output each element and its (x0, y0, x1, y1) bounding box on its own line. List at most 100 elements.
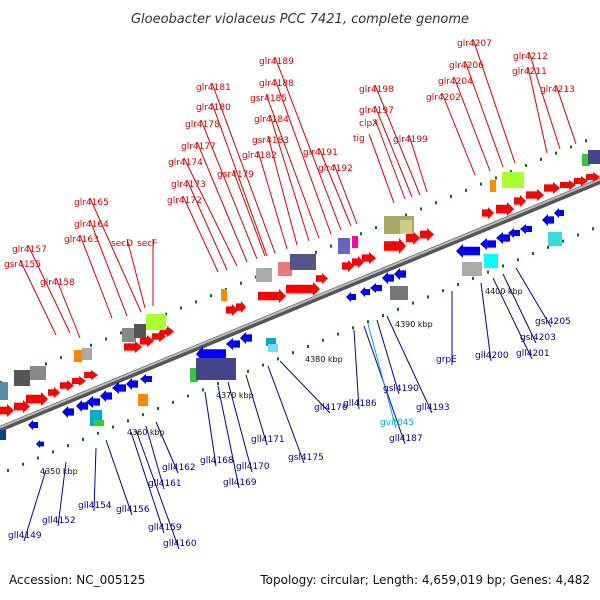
leader-glr4213 (555, 84, 577, 145)
feature-block-20 (190, 368, 198, 382)
tick-dot-lower (172, 400, 174, 404)
tick-dot-upper (555, 151, 557, 155)
gene-label-glr4198: glr4198 (359, 85, 394, 95)
leader-tig (368, 133, 395, 204)
forward-gene-3 (48, 387, 60, 398)
reverse-gene-12 (370, 283, 382, 293)
leader-gll4160 (135, 429, 180, 550)
tick-dot-upper (375, 226, 377, 230)
leader-gsl4205 (515, 267, 552, 328)
leader-glr4174 (183, 157, 238, 267)
reverse-gene-21 (554, 208, 564, 218)
tick-dot-lower (427, 295, 429, 299)
leader-gll4156 (105, 439, 133, 516)
leader-glr4207 (472, 38, 516, 164)
tick-dot-lower (112, 425, 114, 429)
reverse-gene-9 (240, 332, 252, 344)
tick-dot-lower (37, 456, 39, 460)
leader-gll4176 (279, 360, 331, 414)
feature-block-16 (490, 180, 496, 192)
feature-block-21 (196, 358, 236, 380)
feature-block-8 (221, 289, 227, 301)
scale-label-4400: 4400 kbp (485, 287, 523, 296)
tick-dot-upper (210, 294, 212, 298)
gene-label-glr4163: glr4163 (64, 235, 99, 245)
tick-dot-lower (52, 450, 54, 454)
forward-gene-7 (124, 341, 142, 353)
reverse-gene-10 (346, 292, 356, 302)
forward-gene-5 (72, 376, 86, 386)
feature-block-25 (462, 262, 482, 276)
gene-label-tig: tig (353, 134, 365, 144)
leader-gll4159 (130, 431, 165, 534)
feature-block-3 (74, 350, 82, 362)
forward-gene-20 (406, 231, 420, 245)
leader-glr4206 (464, 60, 504, 168)
leader-glr4172 (182, 195, 219, 273)
scale-labels: 4350 kbp 4360 kbp 4370 kbp 4380 kbp 4390… (40, 287, 523, 476)
leader-glr4197 (374, 105, 413, 198)
forward-gene-17 (352, 256, 364, 268)
tick-dot-lower (577, 233, 579, 237)
forward-gene-2 (26, 392, 48, 406)
feature-block-7 (146, 314, 166, 330)
forward-gene-6 (84, 370, 98, 380)
tick-dot-upper (180, 306, 182, 310)
tick-dot-upper (540, 157, 542, 161)
feature-block-1 (14, 370, 30, 386)
leader-glr4165 (89, 197, 142, 313)
gene-label-gll4176: gll4176 (314, 403, 348, 413)
gene-label-gll4200: gll4200 (475, 351, 509, 361)
gene-label-glr4189: glr4189 (259, 57, 294, 67)
gene-label-secF: secF (137, 239, 157, 249)
gene-label-glr4192: glr4192 (318, 164, 353, 174)
leader-gll4161 (145, 425, 165, 490)
tick-dot-upper (360, 232, 362, 236)
reverse-gene-16 (480, 238, 496, 250)
tick-dot-lower (337, 332, 339, 336)
gene-label-gsl4175: gsl4175 (288, 453, 324, 463)
forward-gene-1 (14, 400, 30, 413)
leader-glr4181 (211, 82, 276, 254)
tick-dot-lower (127, 419, 129, 423)
forward-gene-13 (258, 289, 286, 303)
forward-gene-25 (526, 189, 544, 201)
leader-gsl4175 (267, 365, 305, 464)
tick-dot-lower (562, 239, 564, 243)
gene-label-gll4159: gll4159 (148, 523, 182, 533)
tick-dot-lower (292, 351, 294, 355)
forward-gene-18 (362, 252, 376, 264)
reverse-gene-1 (76, 400, 88, 412)
tick-dot-upper (60, 356, 62, 360)
reverse-gene-18 (508, 228, 520, 238)
forward-gene-14 (286, 282, 320, 296)
leader-glr4191 (318, 147, 352, 227)
gene-label-gll4170: gll4170 (236, 462, 270, 472)
forward-gene-0 (0, 404, 14, 417)
gene-label-gll4156: gll4156 (116, 505, 150, 515)
gene-label-glr4158: glr4158 (40, 278, 75, 288)
reverse-gene-6 (140, 374, 152, 384)
leader-glr4198 (374, 84, 421, 196)
gene-features (0, 150, 600, 448)
tick-dot-upper (585, 139, 587, 143)
gene-label-glr4213: glr4213 (540, 85, 575, 95)
feature-block-24 (390, 286, 408, 300)
feature-block-18 (582, 154, 590, 166)
leader-gll4171 (245, 374, 268, 446)
tick-dot-upper (510, 170, 512, 174)
feature-block-13 (352, 236, 358, 248)
forward-gene-4 (60, 380, 74, 391)
reverse-gene-20 (542, 214, 554, 226)
tick-dot-lower (457, 283, 459, 287)
leader-glr4164 (89, 219, 128, 317)
tick-dot-lower (22, 462, 24, 466)
tick-dot-lower (142, 413, 144, 417)
tick-dot-lower (157, 406, 159, 410)
leader-gll4201 (492, 277, 533, 360)
leader-glr4158 (55, 277, 81, 339)
leader-gvit045 (367, 323, 397, 429)
feature-block-4 (82, 348, 92, 360)
reverse-gene-13 (382, 272, 394, 284)
gene-label-glr4165: glr4165 (74, 198, 109, 208)
